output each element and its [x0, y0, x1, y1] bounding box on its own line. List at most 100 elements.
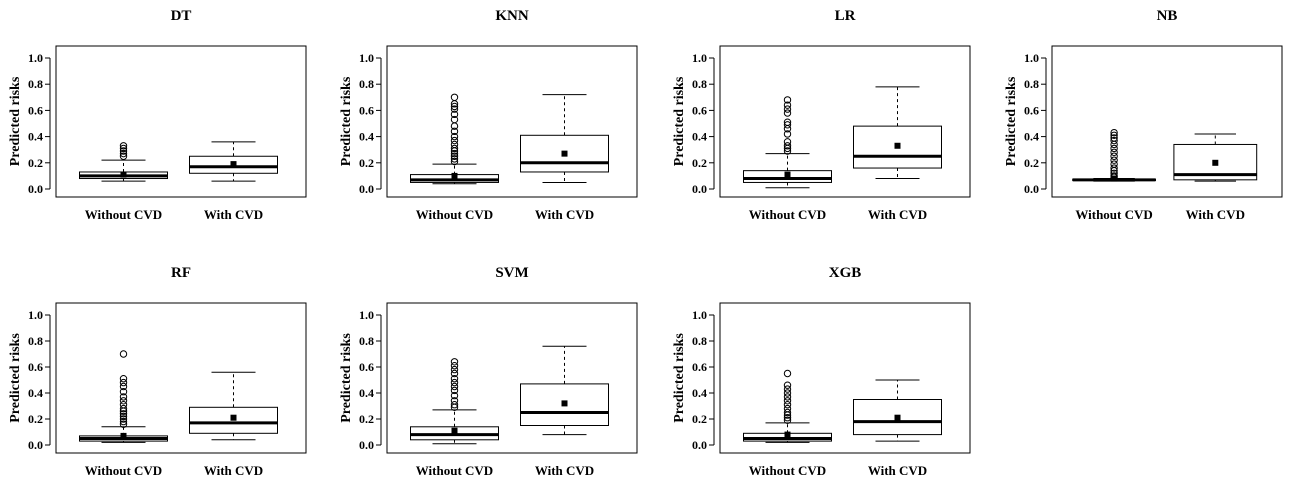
y-tick-label: 0.0: [1024, 182, 1039, 196]
outlier-point: [783, 397, 792, 405]
outlier-point: [450, 136, 459, 145]
outlier-point: [450, 386, 459, 395]
outlier-point: [119, 393, 128, 401]
box-with-cvd: [520, 94, 609, 183]
outlier-point: [450, 369, 459, 378]
mean-marker: [894, 414, 901, 421]
outlier-point: [783, 121, 792, 129]
panel-svm: SVM 0.0 0.2 0.4 0.6 0.8 1.0 Predicted risks With…: [339, 265, 638, 478]
outlier-point: [119, 350, 128, 358]
x-category-label: With CVD: [204, 463, 263, 478]
box-with-cvd: [520, 345, 609, 436]
box-with-cvd: [189, 141, 278, 182]
mean-marker: [1212, 159, 1219, 166]
y-tick-label: 0.4: [359, 386, 374, 400]
box-without-cvd: [743, 369, 832, 443]
outlier-point: [1110, 152, 1118, 160]
iqr-box: [853, 125, 942, 169]
outlier-point: [783, 393, 792, 401]
outlier-point: [783, 416, 792, 424]
y-tick-label: 0.2: [28, 156, 43, 170]
y-tick-label: 1.0: [28, 308, 43, 322]
outlier-point: [450, 127, 459, 136]
y-tick-label: 0.2: [1024, 156, 1039, 170]
mean-marker: [451, 172, 458, 179]
outlier-point: [450, 401, 459, 409]
y-tick-label: 0.8: [28, 77, 43, 91]
y-tick-label: 1.0: [359, 308, 374, 322]
x-category-label: Without CVD: [416, 207, 493, 222]
outlier-point: [119, 147, 128, 155]
outlier-point: [450, 157, 459, 166]
x-category-label: Without CVD: [416, 463, 493, 478]
outlier-point: [1110, 134, 1118, 142]
outlier-point: [450, 105, 459, 113]
outlier-point: [1110, 144, 1118, 153]
y-tick-label: 0.8: [692, 334, 707, 348]
y-tick-label: 0.8: [359, 77, 374, 91]
outlier-point: [450, 152, 459, 160]
x-category-label: Without CVD: [749, 463, 826, 478]
panel-title: DT: [171, 8, 192, 24]
outlier-point: [119, 417, 128, 426]
outlier-point: [783, 142, 792, 150]
box-without-cvd: [410, 93, 499, 185]
plot-frame: [1051, 45, 1283, 198]
y-axis-label: Predicted risks: [8, 333, 23, 423]
outlier-point: [119, 388, 128, 396]
outlier-point: [119, 142, 128, 150]
outlier-point: [783, 381, 792, 389]
plot-frame: [386, 45, 638, 198]
mean-marker: [784, 171, 791, 178]
y-tick-label: 0.6: [692, 360, 707, 374]
outlier-point: [119, 420, 128, 428]
box-with-cvd: [853, 86, 942, 180]
outlier-point: [783, 404, 792, 413]
y-tick-label: 1.0: [692, 308, 707, 322]
plot-frame: [719, 45, 971, 198]
outlier-point: [450, 378, 459, 387]
x-category-label: Without CVD: [1075, 207, 1152, 222]
outlier-point: [450, 102, 459, 111]
mean-marker: [1111, 175, 1118, 182]
outlier-point: [450, 391, 459, 400]
outlier-point: [119, 412, 128, 421]
panel-title: KNN: [495, 8, 529, 24]
outlier-point: [119, 378, 128, 387]
outlier-point: [119, 404, 128, 413]
plot-frame: [719, 302, 971, 454]
outlier-point: [119, 401, 128, 409]
y-tick-label: 0.0: [692, 182, 707, 196]
outlier-point: [783, 414, 792, 422]
panel-xgb: XGB 0.0 0.2 0.4 0.6 0.8 1.0 Predicted risks With…: [672, 265, 971, 478]
y-tick-label: 0.8: [359, 334, 374, 348]
box-with-cvd: [1173, 133, 1258, 182]
y-tick-label: 1.0: [28, 51, 43, 65]
y-tick-label: 0.4: [359, 130, 374, 144]
y-tick-label: 1.0: [359, 51, 374, 65]
mean-marker: [561, 400, 568, 407]
outlier-point: [1110, 160, 1118, 168]
panel-knn: KNN 0.0 0.2 0.4 0.6 0.8 1.0 Predicted risks With…: [339, 8, 638, 222]
outlier-point: [783, 147, 792, 155]
panel-nb: NB 0.0 0.2 0.4 0.6 0.8 1.0 Predicted risks Witho…: [1004, 8, 1283, 222]
outlier-point: [783, 109, 792, 117]
y-tick-label: 0.4: [692, 386, 707, 400]
outlier-point: [783, 101, 792, 109]
x-category-label: Without CVD: [749, 207, 826, 222]
outlier-point: [1110, 164, 1118, 172]
y-tick-label: 0.6: [692, 103, 707, 117]
y-tick-label: 0.4: [28, 130, 43, 144]
box-without-cvd: [743, 96, 832, 189]
plot-frame: [55, 302, 307, 454]
box-without-cvd: [79, 142, 168, 182]
y-tick-label: 0.2: [692, 156, 707, 170]
mean-marker: [784, 431, 791, 438]
outlier-point: [783, 369, 792, 378]
outlier-point: [450, 115, 459, 124]
plot-frame: [386, 302, 638, 454]
panel-lr: LR 0.0 0.2 0.4 0.6 0.8 1.0 Predicted risks Witho…: [672, 8, 971, 222]
y-tick-label: 0.6: [28, 103, 43, 117]
panel-title: NB: [1157, 8, 1178, 24]
outlier-point: [450, 375, 459, 383]
